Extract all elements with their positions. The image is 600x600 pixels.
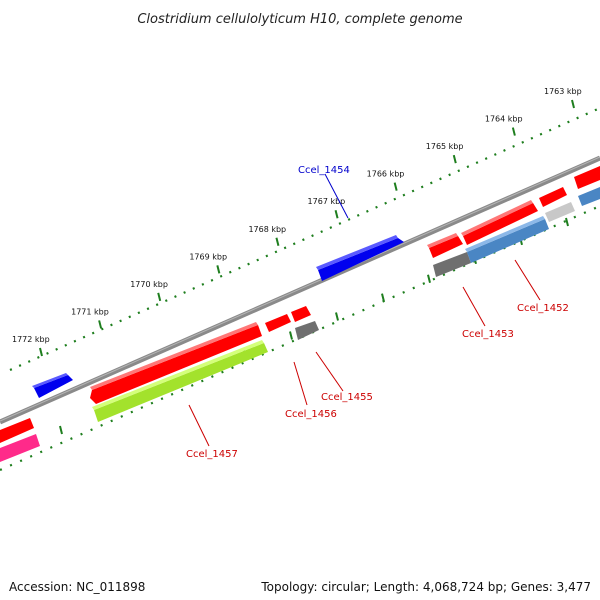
scale-tick-label: 1763 kbp (544, 87, 582, 96)
scale-tick (511, 127, 516, 136)
scale-tick-label: 1772 kbp (12, 335, 50, 344)
cog-bar[interactable] (0, 434, 40, 462)
cds-feature[interactable] (574, 166, 600, 189)
genome-summary-text: Topology: circular; Length: 4,068,724 bp… (261, 580, 591, 594)
gene-label-ccel-1454[interactable]: Ccel_1454 (298, 165, 350, 176)
gene-label-ccel-1453[interactable]: Ccel_1453 (462, 329, 514, 340)
scale-tick (216, 265, 221, 274)
genome-backbone (0, 155, 600, 425)
scale-tick-label: 1766 kbp (367, 170, 405, 179)
cds-feature-ccel-1456[interactable] (265, 314, 291, 332)
scale-tick (275, 237, 280, 247)
scale-tick (571, 99, 575, 109)
reverse-cds-track (0, 166, 600, 443)
cog-bar-top (465, 216, 545, 252)
cog-bar[interactable] (94, 343, 268, 422)
scale-tick (157, 292, 162, 302)
accession-text: Accession: NC_011898 (9, 580, 146, 594)
gene-label-ccel-1452[interactable]: Ccel_1452 (517, 303, 569, 314)
cog-bar[interactable] (545, 202, 575, 222)
callout-line-ccel-1455 (315, 351, 344, 392)
genome-backbone-shine (0, 156, 600, 422)
cds-feature[interactable] (0, 418, 34, 443)
inner-scale-tick (335, 312, 339, 321)
scale-tick (452, 154, 457, 164)
inner-scale-tick (59, 425, 63, 435)
inner-scale-tick (289, 331, 293, 340)
scale-tick-label: 1767 kbp (308, 197, 346, 206)
cog-bar[interactable] (578, 187, 600, 206)
scale-tick (98, 320, 103, 329)
callout-line-ccel-1452 (514, 259, 541, 301)
cog-bar[interactable] (295, 321, 319, 340)
forward-cds-track (32, 235, 404, 398)
cds-feature-ccel-1452[interactable] (463, 203, 538, 245)
map-title: Clostridium cellulolyticum H10, complete… (137, 12, 462, 27)
cog-track (0, 187, 600, 462)
cds-feature-top (90, 322, 258, 390)
callout-lines (188, 173, 541, 447)
callout-line-ccel-1453 (462, 286, 486, 327)
cds-feature-top (461, 200, 533, 236)
inner-scale-tick (565, 217, 569, 227)
scale-tick-label: 1769 kbp (189, 252, 227, 261)
scale-tick-label: 1770 kbp (130, 280, 168, 289)
callout-line-ccel-1456 (293, 361, 308, 406)
scale-tick-labels: 1772 kbp 1771 kbp 1770 kbp 1769 kbp 1768 kbp… (12, 87, 582, 344)
cds-feature[interactable] (539, 187, 567, 207)
cds-feature-ccel-1454[interactable] (318, 238, 404, 281)
scale-tick (39, 347, 43, 357)
scale-tick-label: 1765 kbp (426, 142, 464, 151)
cog-bar[interactable] (467, 219, 549, 263)
cds-feature-ccel-1455[interactable] (291, 306, 311, 322)
cds-feature-ccel-1457[interactable] (90, 325, 262, 404)
scale-tick-label: 1771 kbp (71, 307, 109, 316)
callout-line-ccel-1457 (188, 404, 210, 447)
scale-tick-label: 1768 kbp (248, 225, 286, 234)
cds-feature-top (316, 235, 398, 270)
inner-scale-tick (427, 274, 431, 283)
cds-feature[interactable] (34, 375, 73, 398)
gene-labels: Ccel_1454 Ccel_1452 Ccel_1453 Ccel_1455 … (186, 165, 569, 460)
scale-tick (334, 209, 339, 219)
gene-label-ccel-1456[interactable]: Ccel_1456 (285, 409, 337, 420)
cds-feature-top (427, 233, 458, 248)
cds-feature-ccel-1453[interactable] (429, 236, 463, 258)
callout-line-ccel-1454 (324, 173, 349, 219)
inner-scale-tick (381, 293, 385, 302)
scale-tick-label: 1764 kbp (485, 115, 523, 124)
scale-tick (393, 182, 398, 191)
cog-bar[interactable] (433, 252, 471, 277)
cog-bar-top (92, 340, 264, 410)
gene-label-ccel-1455[interactable]: Ccel_1455 (321, 392, 373, 403)
gene-label-ccel-1457[interactable]: Ccel_1457 (186, 449, 238, 460)
cds-feature-top (32, 373, 68, 388)
